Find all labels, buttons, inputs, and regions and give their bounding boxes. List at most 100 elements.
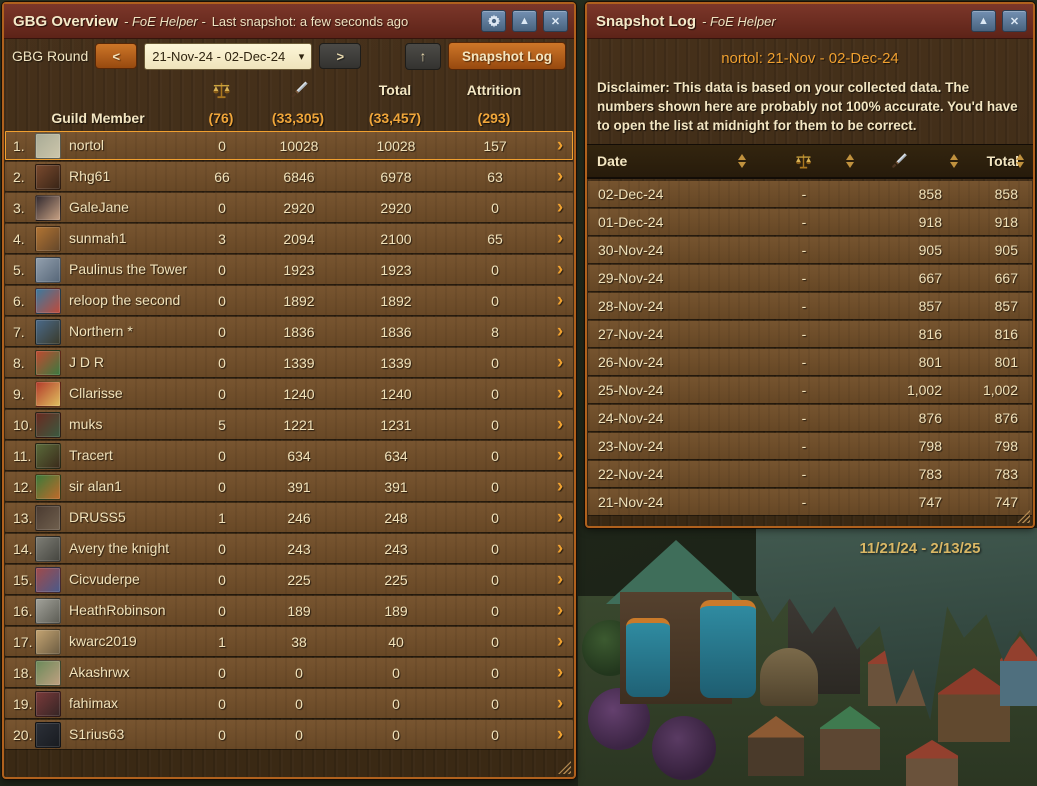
chevron-right-icon[interactable]: › <box>556 538 564 559</box>
snapshot-row[interactable]: 23-Nov-24 - 798 798 <box>588 433 1032 460</box>
resize-handle[interactable] <box>558 761 571 774</box>
total-value: 857 <box>994 298 1018 315</box>
guild-member-row[interactable]: 19. fahimax 0 0 0 0 › <box>5 689 573 718</box>
guild-member-row[interactable]: 15. Cicvuderpe 0 225 225 0 › <box>5 565 573 594</box>
guild-member-row[interactable]: 9. Cllarisse 0 1240 1240 0 › <box>5 379 573 408</box>
fights-value: 189 <box>287 602 311 619</box>
chevron-right-icon[interactable]: › <box>556 414 564 435</box>
player-avatar <box>35 442 61 469</box>
negotiations-value: 5 <box>218 416 226 433</box>
snapshot-row[interactable]: 26-Nov-24 - 801 801 <box>588 349 1032 376</box>
settings-button[interactable] <box>481 10 506 32</box>
chevron-right-icon[interactable]: › <box>556 383 564 404</box>
guild-member-row[interactable]: 13. DRUSS5 1 246 248 0 › <box>5 503 573 532</box>
snapshot-log-titlebar[interactable]: Snapshot Log - FoE Helper ▲ ✕ <box>587 4 1033 39</box>
collapse-button[interactable]: ▲ <box>512 10 537 32</box>
snapshot-row[interactable]: 01-Dec-24 - 918 918 <box>588 209 1032 236</box>
member-name: Akashrwx <box>69 663 130 680</box>
snapshot-row[interactable]: 21-Nov-24 - 747 747 <box>588 489 1032 516</box>
chevron-right-icon[interactable]: › <box>556 290 564 311</box>
snapshot-row[interactable]: 28-Nov-24 - 857 857 <box>588 293 1032 320</box>
sort-arrows[interactable] <box>737 152 747 170</box>
chevron-right-icon[interactable]: › <box>556 476 564 497</box>
chevron-right-icon[interactable]: › <box>556 693 564 714</box>
fights-value: 1221 <box>283 416 315 433</box>
chevron-right-icon[interactable]: › <box>556 228 564 249</box>
guild-member-row[interactable]: 4. sunmah1 3 2094 2100 65 › <box>5 224 573 253</box>
total-value: 2100 <box>380 230 412 247</box>
building-shape <box>700 600 756 698</box>
scroll-top-button[interactable]: ↑ <box>405 42 441 70</box>
snapshot-date: 26-Nov-24 <box>598 354 664 371</box>
guild-member-row[interactable]: 20. S1rius63 0 0 0 0 › <box>5 720 573 749</box>
guild-member-row[interactable]: 1. nortol 0 10028 10028 157 › <box>5 131 573 160</box>
negotiations-value: - <box>801 382 807 399</box>
guild-member-row[interactable]: 7. Northern * 0 1836 1836 8 › <box>5 317 573 346</box>
player-avatar <box>35 256 61 283</box>
fights-value: 918 <box>918 214 942 231</box>
rank-label: 2. <box>13 168 25 185</box>
total-value: 876 <box>994 410 1018 427</box>
date-header[interactable]: Date <box>597 153 628 170</box>
guild-member-row[interactable]: 14. Avery the knight 0 243 243 0 › <box>5 534 573 563</box>
chevron-right-icon[interactable]: › <box>556 631 564 652</box>
chevron-right-icon[interactable]: › <box>556 662 564 683</box>
attrition-value: 0 <box>491 447 499 464</box>
snapshot-row[interactable]: 24-Nov-24 - 876 876 <box>588 405 1032 432</box>
negotiations-value: 1 <box>218 633 226 650</box>
player-avatar <box>35 287 61 314</box>
chevron-right-icon[interactable]: › <box>556 135 564 156</box>
guild-member-row[interactable]: 11. Tracert 0 634 634 0 › <box>5 441 573 470</box>
rank-label: 5. <box>13 261 25 278</box>
chevron-right-icon[interactable]: › <box>556 569 564 590</box>
chevron-right-icon[interactable]: › <box>556 724 564 745</box>
guild-member-row[interactable]: 6. reloop the second 0 1892 1892 0 › <box>5 286 573 315</box>
guild-member-row[interactable]: 16. HeathRobinson 0 189 189 0 › <box>5 596 573 625</box>
chevron-right-icon[interactable]: › <box>556 321 564 342</box>
negotiations-value: 0 <box>218 292 226 309</box>
chevron-right-icon[interactable]: › <box>556 600 564 621</box>
chevron-right-icon[interactable]: › <box>556 259 564 280</box>
chevron-right-icon[interactable]: › <box>556 352 564 373</box>
total-value: 40 <box>388 633 404 650</box>
snapshot-row[interactable]: 22-Nov-24 - 783 783 <box>588 461 1032 488</box>
snapshot-row[interactable]: 27-Nov-24 - 816 816 <box>588 321 1032 348</box>
next-round-button[interactable]: > <box>319 43 362 69</box>
chevron-right-icon[interactable]: › <box>556 507 564 528</box>
guild-member-row[interactable]: 18. Akashrwx 0 0 0 0 › <box>5 658 573 687</box>
guild-member-row[interactable]: 2. Rhg61 66 6846 6978 63 › <box>5 162 573 191</box>
rank-label: 1. <box>13 137 25 154</box>
previous-round-button[interactable]: < <box>95 43 138 69</box>
attrition-value: 0 <box>491 478 499 495</box>
sort-arrows[interactable] <box>1015 152 1025 170</box>
fights-value: 634 <box>287 447 311 464</box>
round-select[interactable]: 21-Nov-24 - 02-Dec-24 ▾ <box>144 42 313 70</box>
total-header[interactable]: Total <box>986 153 1019 170</box>
gbg-overview-titlebar[interactable]: GBG Overview - FoE Helper - Last snapsho… <box>4 4 574 39</box>
guild-member-row[interactable]: 12. sir alan1 0 391 391 0 › <box>5 472 573 501</box>
guild-member-row[interactable]: 5. Paulinus the Tower 0 1923 1923 0 › <box>5 255 573 284</box>
snapshot-log-button[interactable]: Snapshot Log <box>448 42 566 70</box>
player-avatar <box>35 349 61 376</box>
rank-label: 19. <box>13 695 33 712</box>
sort-arrows[interactable] <box>949 152 959 170</box>
guild-member-row[interactable]: 10. muks 5 1221 1231 0 › <box>5 410 573 439</box>
close-button[interactable]: ✕ <box>543 10 568 32</box>
player-avatar <box>35 225 61 252</box>
collapse-button[interactable]: ▲ <box>971 10 996 32</box>
chevron-right-icon[interactable]: › <box>556 445 564 466</box>
total-value: 6978 <box>380 168 412 185</box>
fights-value: 1892 <box>283 292 315 309</box>
guild-member-row[interactable]: 8. J D R 0 1339 1339 0 › <box>5 348 573 377</box>
snapshot-row[interactable]: 30-Nov-24 - 905 905 <box>588 237 1032 264</box>
guild-member-row[interactable]: 17. kwarc2019 1 38 40 0 › <box>5 627 573 656</box>
rank-label: 8. <box>13 354 25 371</box>
snapshot-row[interactable]: 02-Dec-24 - 858 858 <box>588 181 1032 208</box>
chevron-right-icon[interactable]: › <box>556 166 564 187</box>
close-button[interactable]: ✕ <box>1002 10 1027 32</box>
snapshot-row[interactable]: 29-Nov-24 - 667 667 <box>588 265 1032 292</box>
guild-member-row[interactable]: 3. GaleJane 0 2920 2920 0 › <box>5 193 573 222</box>
chevron-right-icon[interactable]: › <box>556 197 564 218</box>
snapshot-row[interactable]: 25-Nov-24 - 1,002 1,002 <box>588 377 1032 404</box>
sort-arrows[interactable] <box>845 152 855 170</box>
